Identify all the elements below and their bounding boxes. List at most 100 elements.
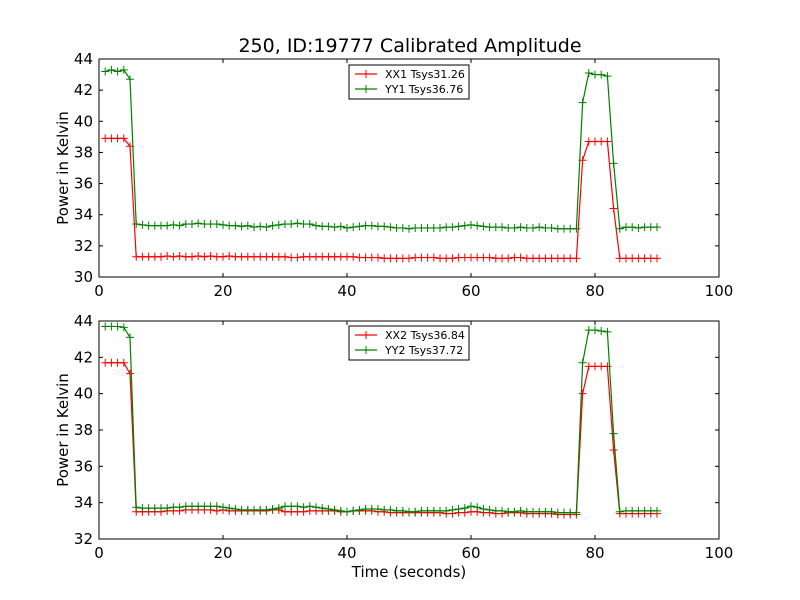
data-point-marker <box>547 507 556 516</box>
data-point-marker <box>132 503 141 512</box>
data-point-marker <box>467 220 475 229</box>
data-point-marker <box>225 251 234 260</box>
data-point-marker <box>597 326 606 335</box>
data-point-marker <box>454 505 463 514</box>
data-point-marker <box>113 67 122 76</box>
data-point-marker <box>299 503 308 512</box>
y-axis-label: Power in Kelvin <box>54 373 72 487</box>
data-point-marker <box>200 252 209 261</box>
data-point-marker <box>163 221 172 230</box>
data-point-marker <box>138 220 147 229</box>
data-point-marker <box>380 222 389 231</box>
data-point-marker <box>268 221 277 230</box>
data-point-marker <box>535 223 544 232</box>
y-tick-label: 34 <box>74 206 93 224</box>
x-tick-label: 80 <box>585 544 604 562</box>
x-tick-label: 80 <box>585 282 604 300</box>
data-point-marker <box>454 222 463 231</box>
data-point-marker <box>157 252 165 261</box>
legend-entry-label: YY2 Tsys37.72 <box>384 344 463 357</box>
data-point-marker <box>448 254 457 263</box>
legend-marker-sample <box>362 85 370 93</box>
data-point-marker <box>126 75 134 84</box>
data-point-marker <box>467 502 475 511</box>
data-point-marker <box>597 70 606 79</box>
data-point-marker <box>572 254 581 263</box>
data-point-marker <box>367 221 376 230</box>
data-point-marker <box>119 323 128 332</box>
x-tick-label: 20 <box>213 282 232 300</box>
y-tick-label: 40 <box>74 112 93 130</box>
y-tick-label: 34 <box>74 494 93 512</box>
data-point-marker <box>336 506 345 515</box>
data-point-marker <box>225 504 234 513</box>
data-point-marker <box>343 223 351 232</box>
bottom-subplot: 0 20 40 60 80 100 32 34 36 38 40 42 44 Power in Kelvi… <box>54 312 733 581</box>
data-point-marker <box>405 224 413 233</box>
data-point-marker <box>460 504 469 513</box>
data-point-marker <box>169 220 178 229</box>
data-point-marker <box>609 204 618 213</box>
data-point-marker <box>584 69 593 78</box>
data-point-marker <box>231 221 240 230</box>
series-yy-plot1 <box>101 65 661 233</box>
data-point-marker <box>473 221 482 230</box>
data-point-marker <box>479 222 488 231</box>
data-point-marker <box>132 220 141 229</box>
top-subplot: 0 20 40 60 80 100 30 32 34 36 38 40 42 44 Power in Kel… <box>54 50 733 300</box>
series-yy-plot2 <box>101 322 661 517</box>
data-point-marker <box>274 220 283 229</box>
data-point-marker <box>231 505 240 514</box>
legend: XX2 Tsys36.84 YY2 Tsys37.72 <box>348 325 470 361</box>
data-point-marker <box>578 98 587 107</box>
data-point-marker <box>603 137 612 146</box>
data-point-marker <box>219 503 227 512</box>
data-point-marker <box>529 223 537 232</box>
data-point-marker <box>591 326 599 335</box>
data-point-marker <box>212 502 221 511</box>
y-tick-label: 38 <box>74 143 93 161</box>
y-tick-label: 36 <box>74 175 93 193</box>
legend-box <box>348 325 470 361</box>
x-tick-label: 60 <box>461 282 480 300</box>
y-tick-label: 42 <box>74 81 93 99</box>
x-tick-label: 40 <box>337 544 356 562</box>
data-point-marker <box>516 253 525 262</box>
data-point-marker <box>287 220 296 229</box>
data-point-marker <box>126 333 134 342</box>
data-point-marker <box>653 506 661 515</box>
data-point-marker <box>324 222 333 231</box>
data-point-marker <box>411 507 420 516</box>
data-point-marker <box>504 254 513 263</box>
data-point-marker <box>274 504 283 513</box>
data-point-marker <box>498 223 506 232</box>
x-tick-label: 100 <box>705 544 734 562</box>
legend-entry-label: YY1 Tsys36.76 <box>384 83 463 96</box>
data-point-marker <box>305 502 314 511</box>
data-point-marker <box>653 223 661 232</box>
data-point-marker <box>609 429 618 438</box>
data-point-marker <box>293 502 302 511</box>
data-point-marker <box>262 223 271 232</box>
data-point-marker <box>398 223 407 232</box>
data-point-marker <box>256 222 265 231</box>
data-point-marker <box>119 134 128 143</box>
data-point-marker <box>429 253 438 262</box>
data-point-marker <box>119 65 128 74</box>
data-point-marker <box>312 503 320 512</box>
data-point-marker <box>188 220 196 229</box>
data-point-marker <box>653 254 661 263</box>
data-point-marker <box>126 369 134 378</box>
y-tick-label: 40 <box>74 385 93 403</box>
axes-frame <box>98 58 720 278</box>
data-point-marker <box>188 252 196 261</box>
data-point-marker <box>107 65 116 74</box>
data-point-marker <box>479 505 488 514</box>
legend-entry-label: XX1 Tsys31.26 <box>385 68 465 81</box>
y-tick-label: 30 <box>74 268 93 286</box>
legend: XX1 Tsys31.26 YY1 Tsys36.76 <box>348 64 470 100</box>
data-point-marker <box>498 506 506 515</box>
y-tick-label: 42 <box>74 348 93 366</box>
data-point-marker <box>374 505 382 514</box>
legend-box <box>348 64 470 100</box>
